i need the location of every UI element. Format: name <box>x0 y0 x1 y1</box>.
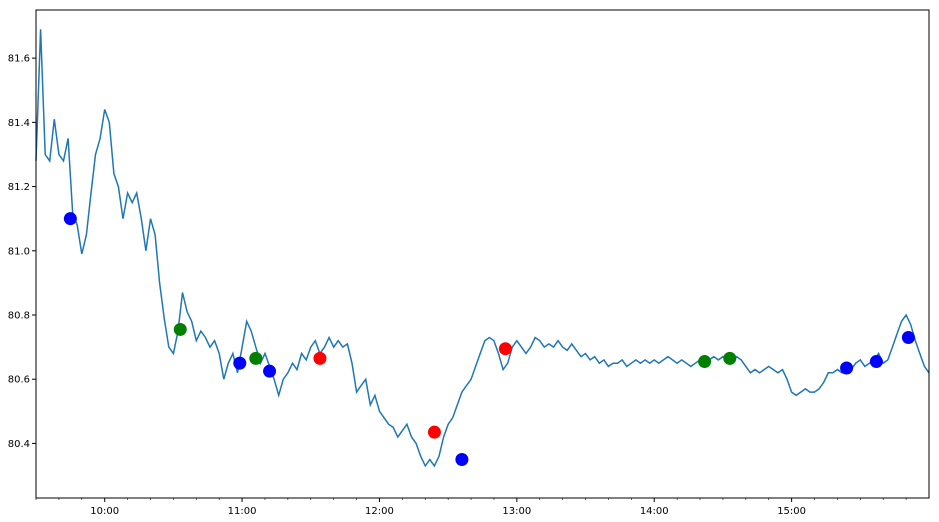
signal-marker <box>63 212 77 226</box>
signal-marker <box>723 351 737 365</box>
signal-marker <box>840 361 854 375</box>
signal-marker <box>249 351 263 365</box>
signal-marker <box>498 342 512 356</box>
y-tick-label: 81.2 <box>8 182 30 193</box>
signal-marker <box>173 322 187 336</box>
x-tick-label: 15:00 <box>777 506 806 517</box>
y-tick-label: 80.6 <box>8 375 30 386</box>
signal-marker <box>869 355 883 369</box>
y-tick-label: 81.0 <box>8 246 30 257</box>
y-axis: 80.4 80.6 80.8 81.0 81.2 81.4 81.6 <box>8 54 36 450</box>
y-tick-label: 81.6 <box>8 54 30 65</box>
signal-marker <box>455 452 469 466</box>
y-tick-label: 80.8 <box>8 311 30 322</box>
x-tick-label: 14:00 <box>640 506 669 517</box>
signal-marker <box>698 355 712 369</box>
x-tick-label: 13:00 <box>502 506 531 517</box>
price-line <box>35 29 930 468</box>
y-tick-label: 80.4 <box>8 439 30 450</box>
x-axis: 10:00 11:00 12:00 13:00 14:00 15:00 <box>35 498 907 517</box>
x-tick-label: 11:00 <box>228 506 257 517</box>
signal-marker <box>263 364 277 378</box>
x-tick-label: 12:00 <box>365 506 394 517</box>
signal-marker <box>427 425 441 439</box>
signal-marker <box>233 356 247 370</box>
plot-frame <box>35 9 930 499</box>
y-tick-label: 81.4 <box>8 118 30 129</box>
x-tick-label: 10:00 <box>90 506 119 517</box>
signal-marker <box>313 351 327 365</box>
signal-markers <box>63 212 915 466</box>
plot-background <box>36 10 929 498</box>
signal-marker <box>901 330 915 344</box>
